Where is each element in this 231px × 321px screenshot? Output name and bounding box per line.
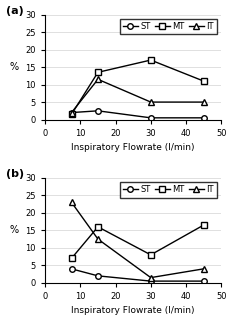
- X-axis label: Inspiratory Flowrate (l/min): Inspiratory Flowrate (l/min): [71, 143, 194, 152]
- Legend: ST, MT, IT: ST, MT, IT: [119, 182, 216, 198]
- Y-axis label: %: %: [10, 62, 19, 72]
- Text: (a): (a): [6, 6, 24, 16]
- Text: (b): (b): [6, 169, 24, 179]
- X-axis label: Inspiratory Flowrate (l/min): Inspiratory Flowrate (l/min): [71, 307, 194, 316]
- Legend: ST, MT, IT: ST, MT, IT: [119, 19, 216, 34]
- Y-axis label: %: %: [10, 225, 19, 235]
